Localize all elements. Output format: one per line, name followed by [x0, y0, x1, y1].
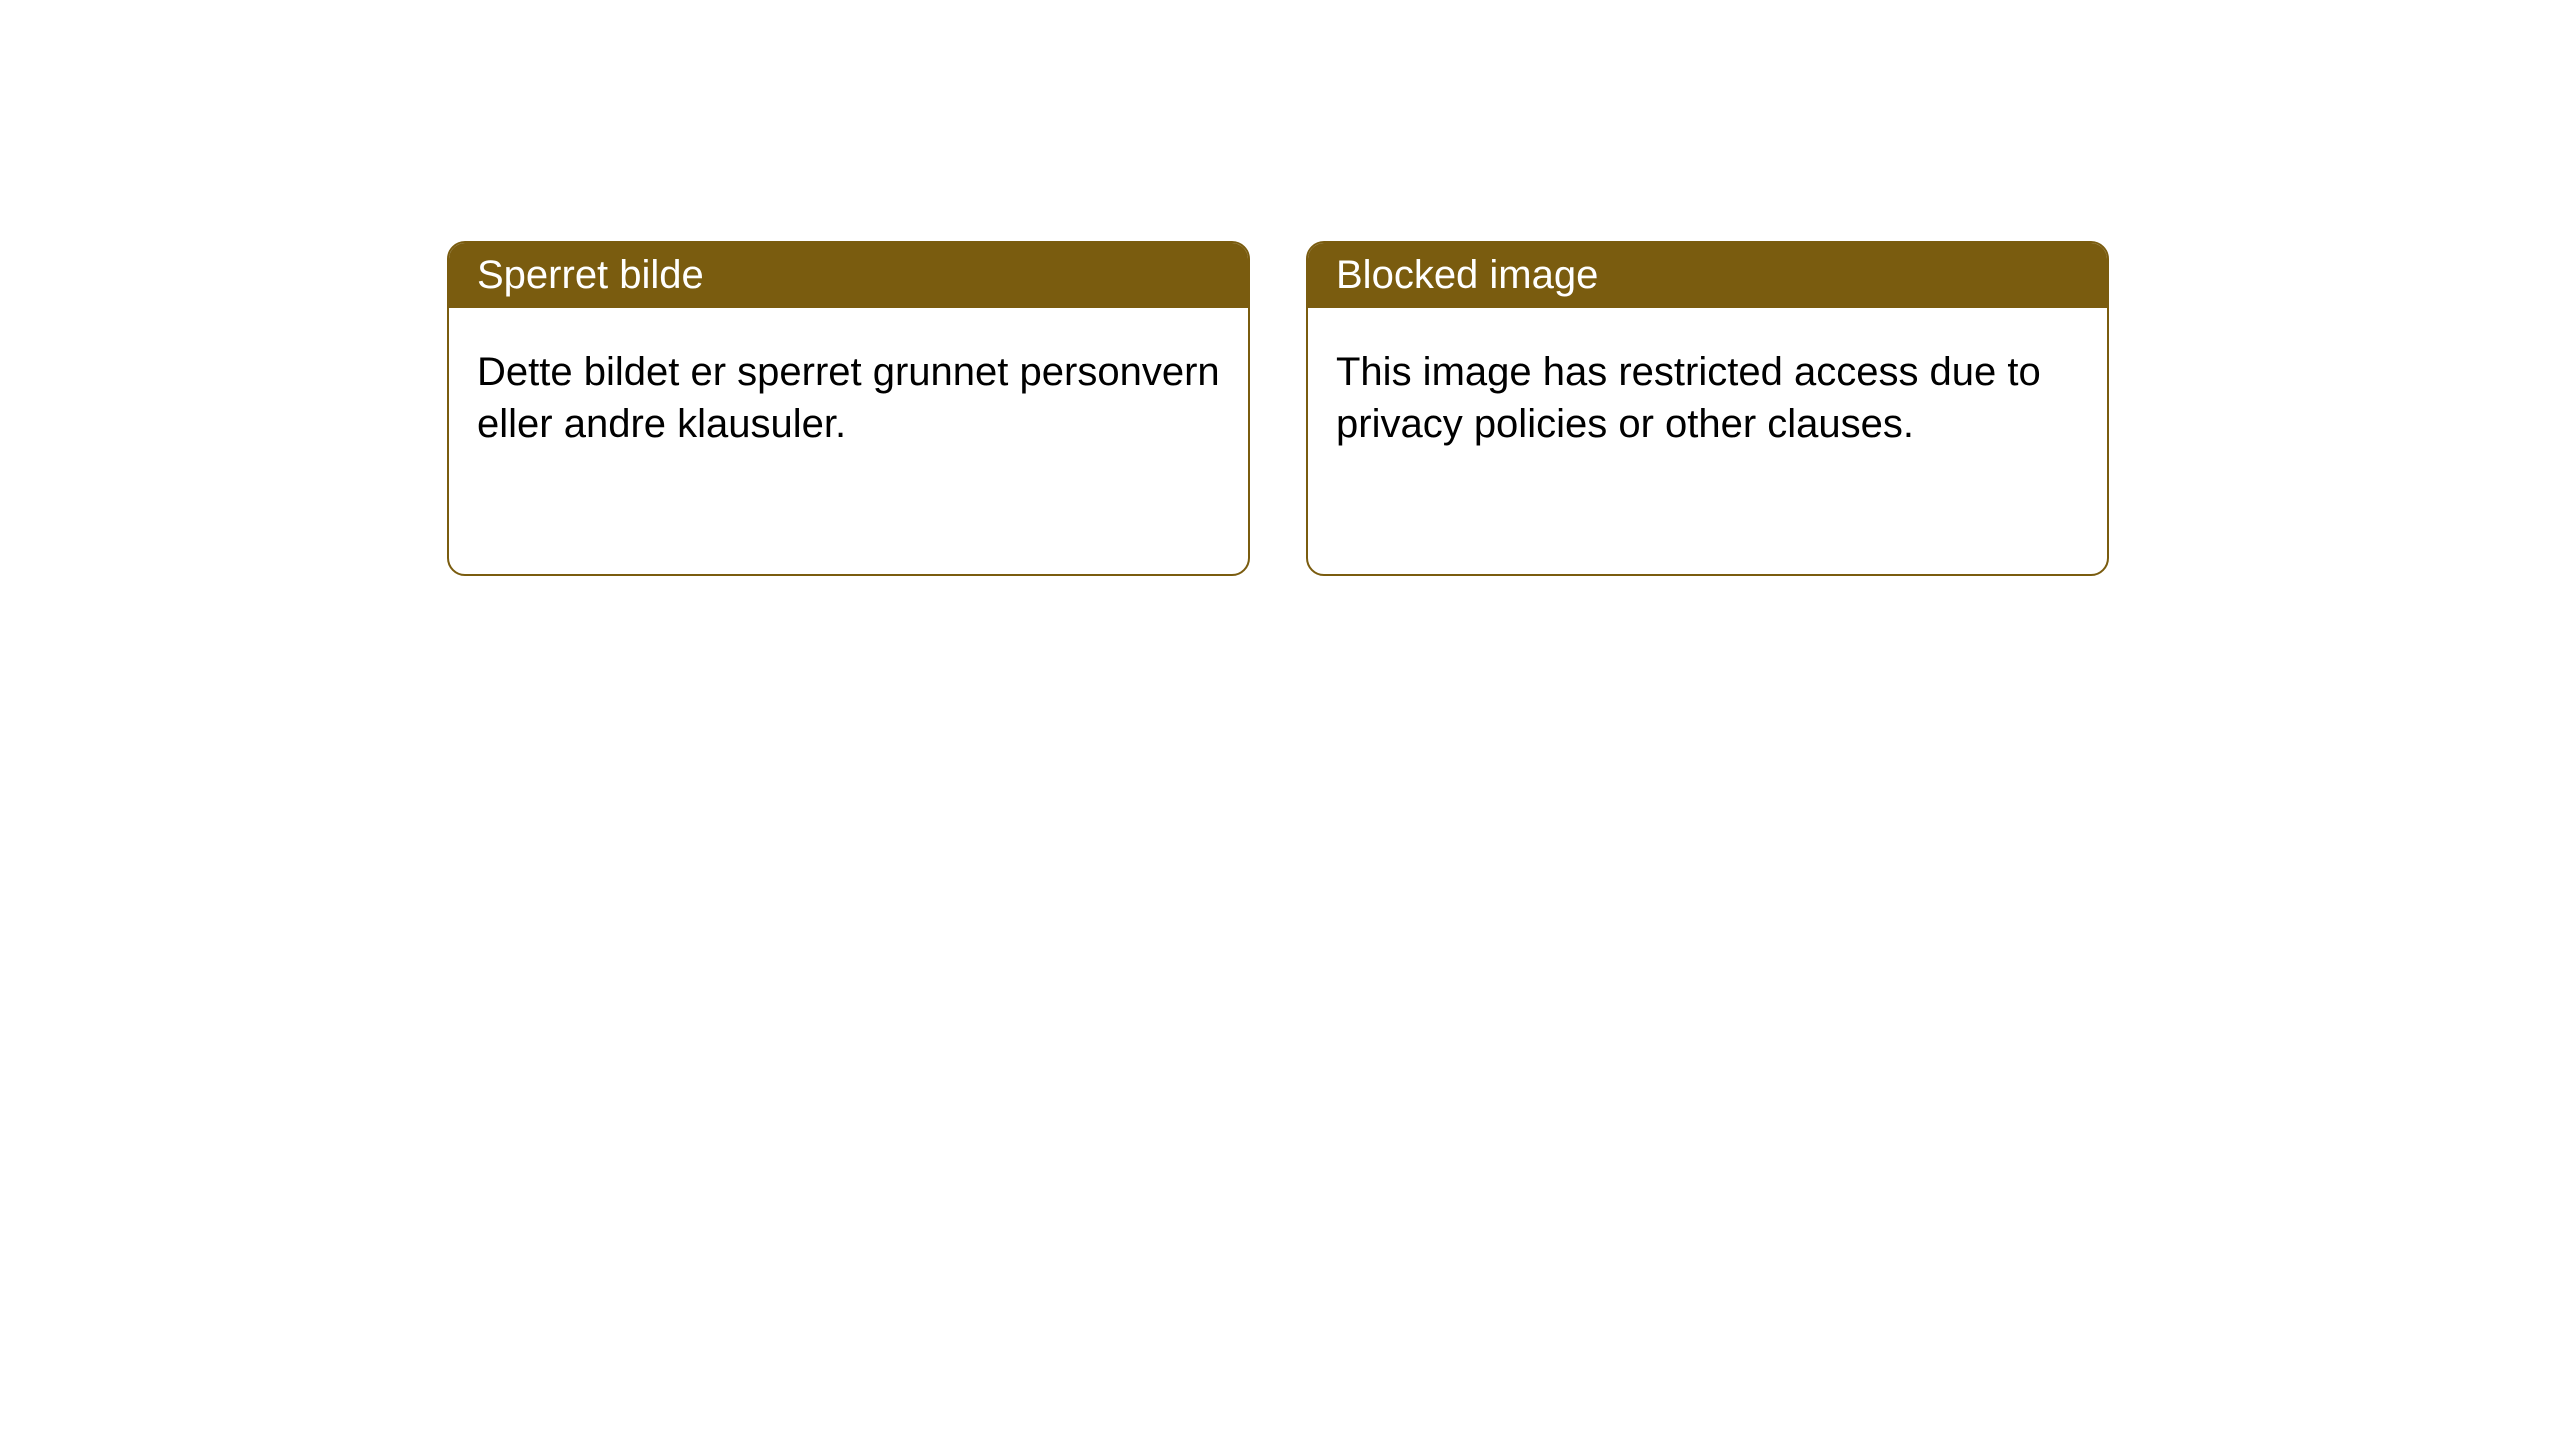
- notice-card-norwegian: Sperret bilde Dette bildet er sperret gr…: [447, 241, 1250, 576]
- notice-cards-container: Sperret bilde Dette bildet er sperret gr…: [447, 241, 2109, 576]
- notice-card-english: Blocked image This image has restricted …: [1306, 241, 2109, 576]
- notice-body-english: This image has restricted access due to …: [1308, 308, 2107, 488]
- notice-header-norwegian: Sperret bilde: [449, 243, 1248, 308]
- notice-header-english: Blocked image: [1308, 243, 2107, 308]
- notice-body-norwegian: Dette bildet er sperret grunnet personve…: [449, 308, 1248, 488]
